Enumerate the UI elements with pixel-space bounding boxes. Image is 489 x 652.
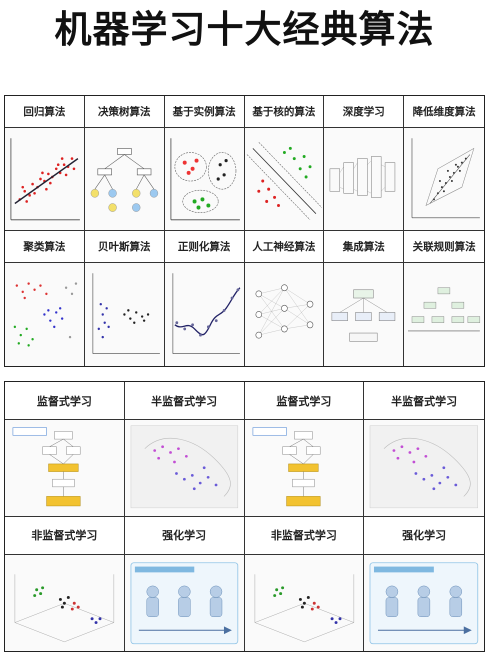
header-neural-network: 人工神经算法 (244, 231, 325, 263)
instance-based-image (164, 128, 245, 231)
header-supervised: 监督式学习 (5, 382, 125, 420)
supervised-flow-image-2 (244, 420, 365, 517)
ensemble-image (324, 263, 405, 366)
deep-learning-image (324, 128, 405, 231)
header-clustering: 聚类算法 (5, 231, 85, 263)
semi-supervised-image-2 (364, 420, 484, 517)
unsupervised-3d-image-2 (244, 554, 365, 651)
header-supervised-2: 监督式学习 (244, 382, 365, 420)
header-ensemble: 集成算法 (324, 231, 405, 263)
regularization-image (164, 263, 245, 366)
header-instance-based: 基于实例算法 (164, 96, 245, 128)
header-reinforcement: 强化学习 (124, 516, 245, 555)
dimensionality-image (404, 128, 484, 231)
supervised-flow-image (5, 420, 125, 517)
semi-supervised-image (124, 420, 245, 517)
neural-network-image (244, 263, 325, 366)
learning-types-grid: 监督式学习 半监督式学习 监督式学习 半监督式学习 (4, 381, 485, 652)
header-unsupervised: 非监督式学习 (5, 516, 125, 555)
header-unsupervised-2: 非监督式学习 (244, 516, 365, 555)
header-dimensionality: 降低维度算法 (404, 96, 484, 128)
algorithm-grid: 回归算法 决策树算法 基于实例算法 基于核的算法 深度学习 降低维度算法 (4, 95, 485, 367)
header-association-rules: 关联规则算法 (404, 231, 484, 263)
kernel-image (244, 128, 325, 231)
bayesian-image (84, 263, 165, 366)
regression-image (5, 128, 85, 231)
header-bayesian: 贝叶斯算法 (84, 231, 165, 263)
header-regularization: 正则化算法 (164, 231, 245, 263)
association-rules-image (404, 263, 484, 366)
clustering-image (5, 263, 85, 366)
header-deep-learning: 深度学习 (324, 96, 405, 128)
decision-tree-image (84, 128, 165, 231)
header-semi-supervised: 半监督式学习 (124, 382, 245, 420)
unsupervised-3d-image (5, 554, 125, 651)
page-title: 机器学习十大经典算法 (54, 8, 435, 51)
reinforcement-image-2 (364, 554, 484, 651)
header-semi-supervised-2: 半监督式学习 (364, 382, 484, 420)
header-regression: 回归算法 (5, 96, 85, 128)
header-reinforcement-2: 强化学习 (364, 516, 484, 555)
reinforcement-image (124, 554, 245, 651)
header-kernel: 基于核的算法 (244, 96, 325, 128)
header-decision-tree: 决策树算法 (84, 96, 165, 128)
